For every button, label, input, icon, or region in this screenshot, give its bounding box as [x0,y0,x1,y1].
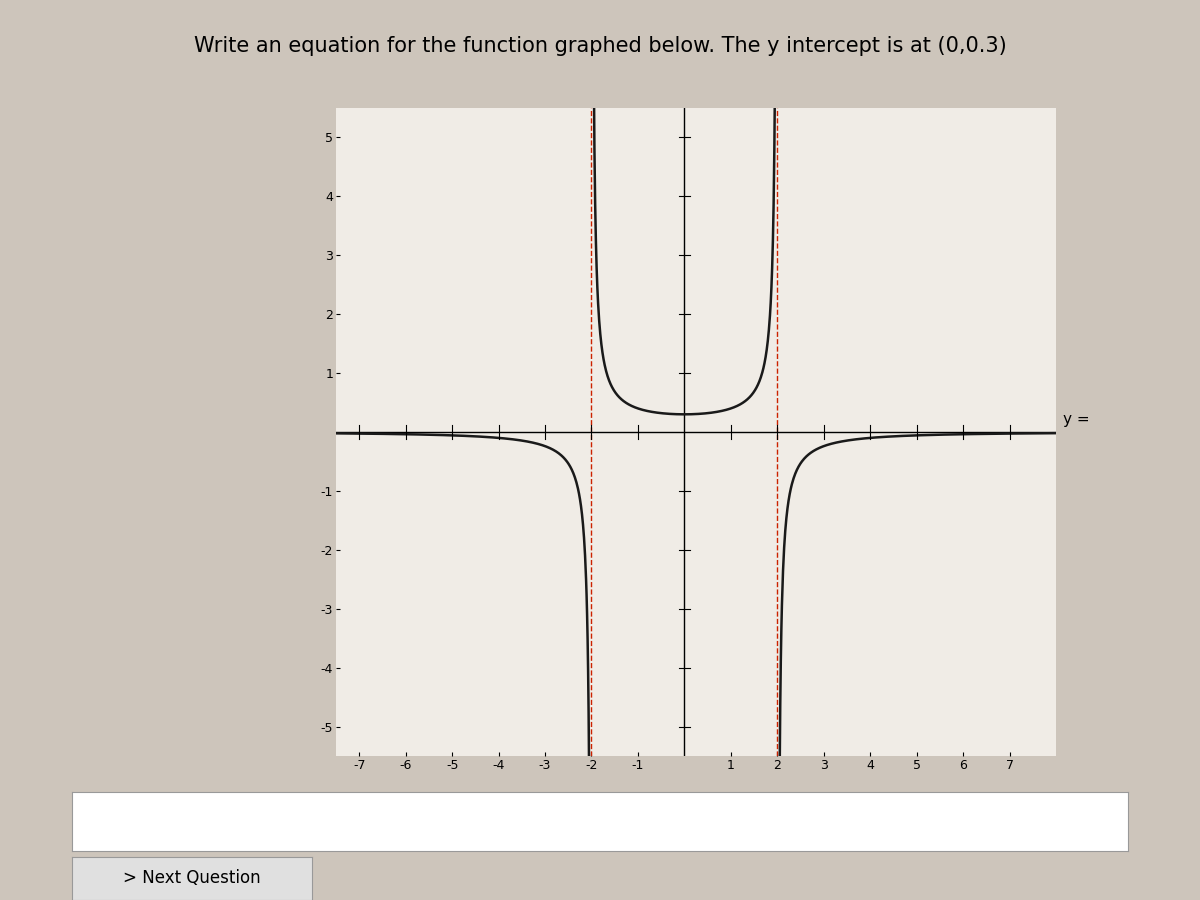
Text: y =: y = [1063,412,1090,427]
Text: Write an equation for the function graphed below. The y intercept is at (0,0.3): Write an equation for the function graph… [193,36,1007,56]
Text: > Next Question: > Next Question [124,869,260,887]
